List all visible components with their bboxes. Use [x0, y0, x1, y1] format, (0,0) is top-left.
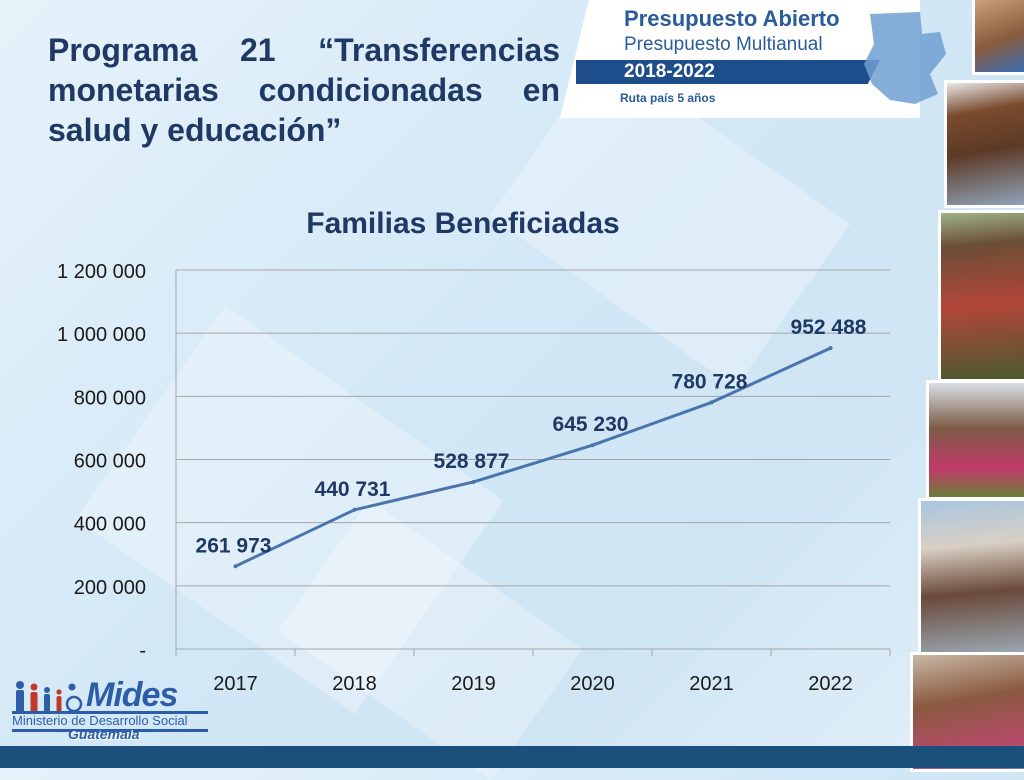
y-tick-label: - [139, 640, 146, 662]
y-tick-label: 600 000 [74, 451, 146, 473]
data-label: 780 728 [672, 370, 748, 393]
photo-classroom [918, 498, 1024, 656]
y-tick-label: 1 000 000 [57, 324, 146, 346]
data-label: 528 877 [434, 450, 510, 473]
data-label: 261 973 [196, 534, 272, 557]
data-point [709, 400, 714, 405]
footer-bar [0, 746, 1024, 768]
brand-title: Presupuesto Abierto [624, 6, 840, 31]
brand-years: 2018-2022 [624, 61, 715, 82]
y-tick-label: 800 000 [74, 387, 146, 409]
series-line [234, 346, 832, 568]
x-tick-label: 2021 [689, 673, 734, 695]
brand-band [576, 60, 880, 84]
x-tick-label: 2017 [213, 673, 258, 695]
data-point [590, 443, 595, 448]
x-tick-label: 2018 [332, 673, 377, 695]
y-tick-label: 1 200 000 [57, 261, 146, 283]
x-tick-label: 2022 [808, 673, 853, 695]
guatemala-map-icon [864, 12, 946, 104]
family-logo-icon [16, 681, 83, 713]
data-point [233, 564, 238, 569]
header-banner [560, 0, 920, 118]
mides-logo-organization: Ministerio de Desarrollo Social [12, 713, 188, 728]
photo-farmer [938, 210, 1024, 382]
logo-rule [12, 711, 208, 714]
y-tick-label: 200 000 [74, 577, 146, 599]
data-point [471, 479, 476, 484]
y-tick-label: 400 000 [74, 514, 146, 536]
data-point [352, 507, 357, 512]
data-label: 645 230 [553, 413, 629, 436]
chart-title: Familias Beneficiadas [306, 207, 619, 240]
photo-girl-sunglasses [944, 80, 1024, 208]
mides-logo-name: Mides [86, 676, 178, 714]
data-label: 440 731 [315, 478, 391, 501]
brand-tagline: Ruta país 5 años [620, 91, 716, 105]
logo-rule [12, 729, 208, 732]
data-label: 952 488 [791, 316, 867, 339]
x-tick-label: 2020 [570, 673, 615, 695]
photo-strip [910, 0, 1024, 772]
slide-title: Programa 21 “Transferencias monetarias c… [48, 32, 560, 148]
data-point [828, 346, 833, 351]
photo-boy [972, 0, 1024, 75]
mides-logo-country: Guatemala [68, 726, 140, 742]
x-tick-label: 2019 [451, 673, 496, 695]
photo-children-standing [926, 380, 1024, 500]
brand-subtitle: Presupuesto Multianual [624, 34, 823, 55]
